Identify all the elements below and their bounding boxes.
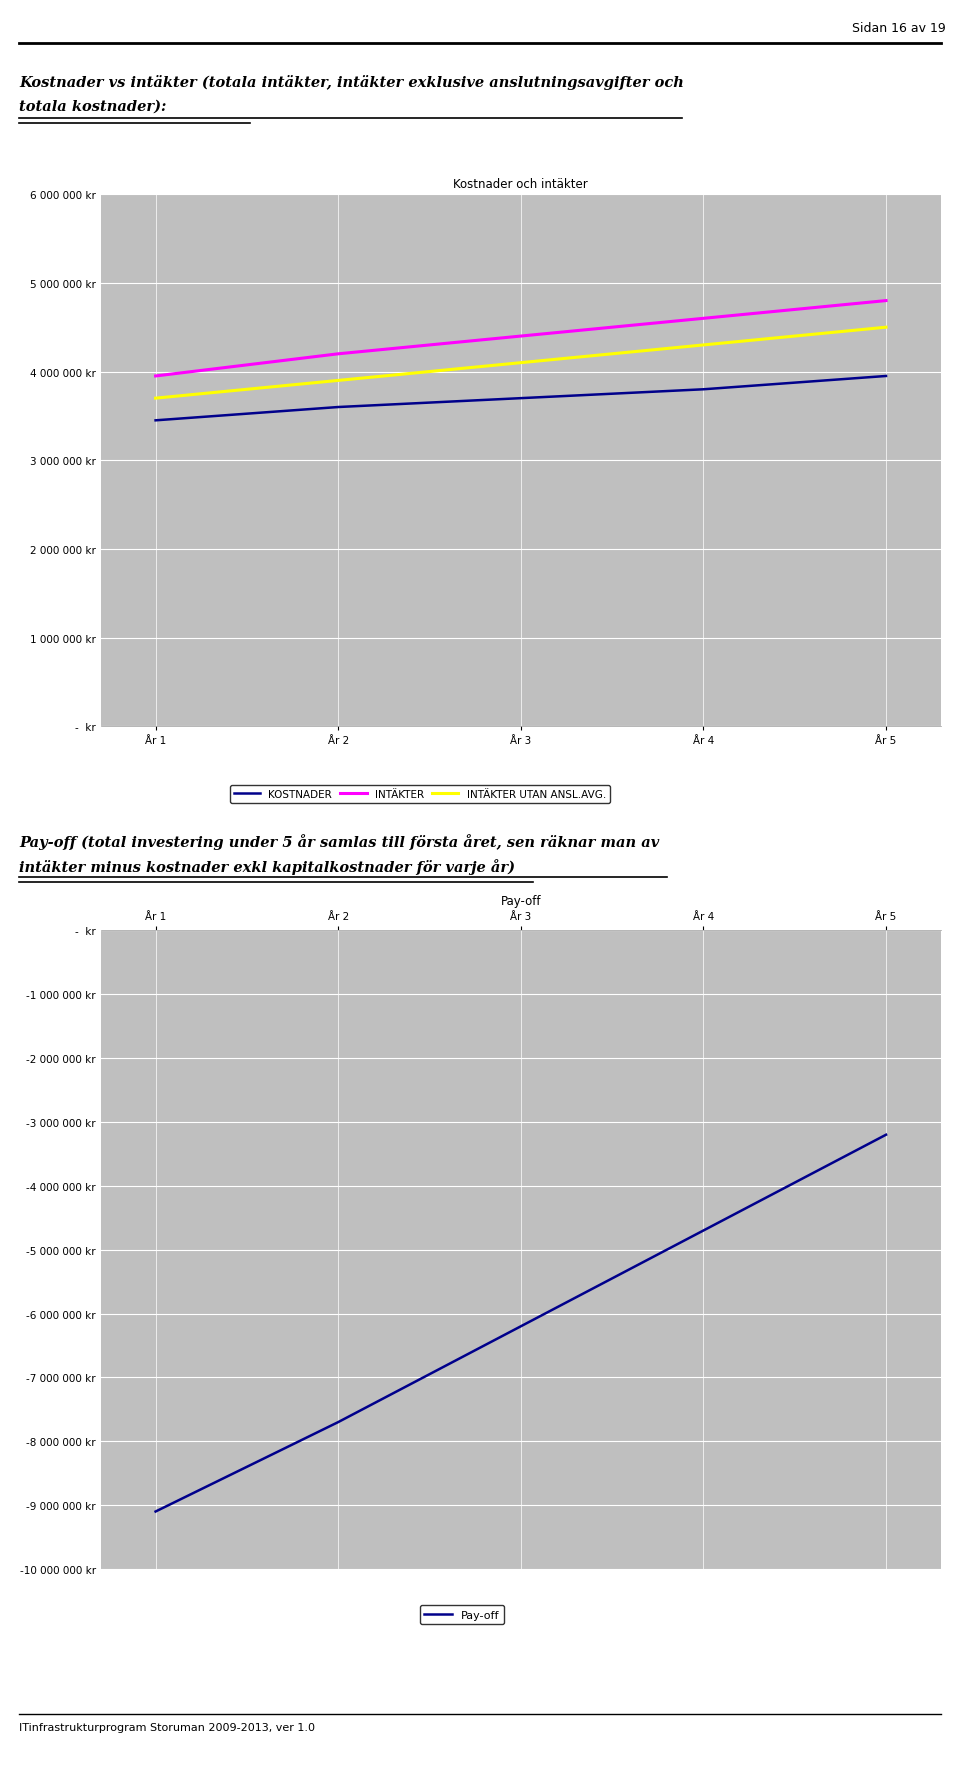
Legend: KOSTNADER, INTÄKTER, INTÄKTER UTAN ANSL.AVG.: KOSTNADER, INTÄKTER, INTÄKTER UTAN ANSL.… xyxy=(229,785,611,803)
Title: Pay-off: Pay-off xyxy=(500,895,541,908)
Text: Pay-off (total investering under 5 år samlas till första året, sen räknar man av: Pay-off (total investering under 5 år sa… xyxy=(19,833,660,849)
Legend: Pay-off: Pay-off xyxy=(420,1605,504,1624)
Text: totala kostnader):: totala kostnader): xyxy=(19,99,167,113)
Text: Kostnader vs intäkter (totala intäkter, intäkter exklusive anslutningsavgifter o: Kostnader vs intäkter (totala intäkter, … xyxy=(19,74,684,89)
Text: ITinfrastrukturprogram Storuman 2009-2013, ver 1.0: ITinfrastrukturprogram Storuman 2009-201… xyxy=(19,1722,315,1732)
Text: intäkter minus kostnader exkl kapitalkostnader för varje år): intäkter minus kostnader exkl kapitalkos… xyxy=(19,858,516,874)
Title: Kostnader och intäkter: Kostnader och intäkter xyxy=(453,177,588,191)
Text: Sidan 16 av 19: Sidan 16 av 19 xyxy=(852,21,946,35)
